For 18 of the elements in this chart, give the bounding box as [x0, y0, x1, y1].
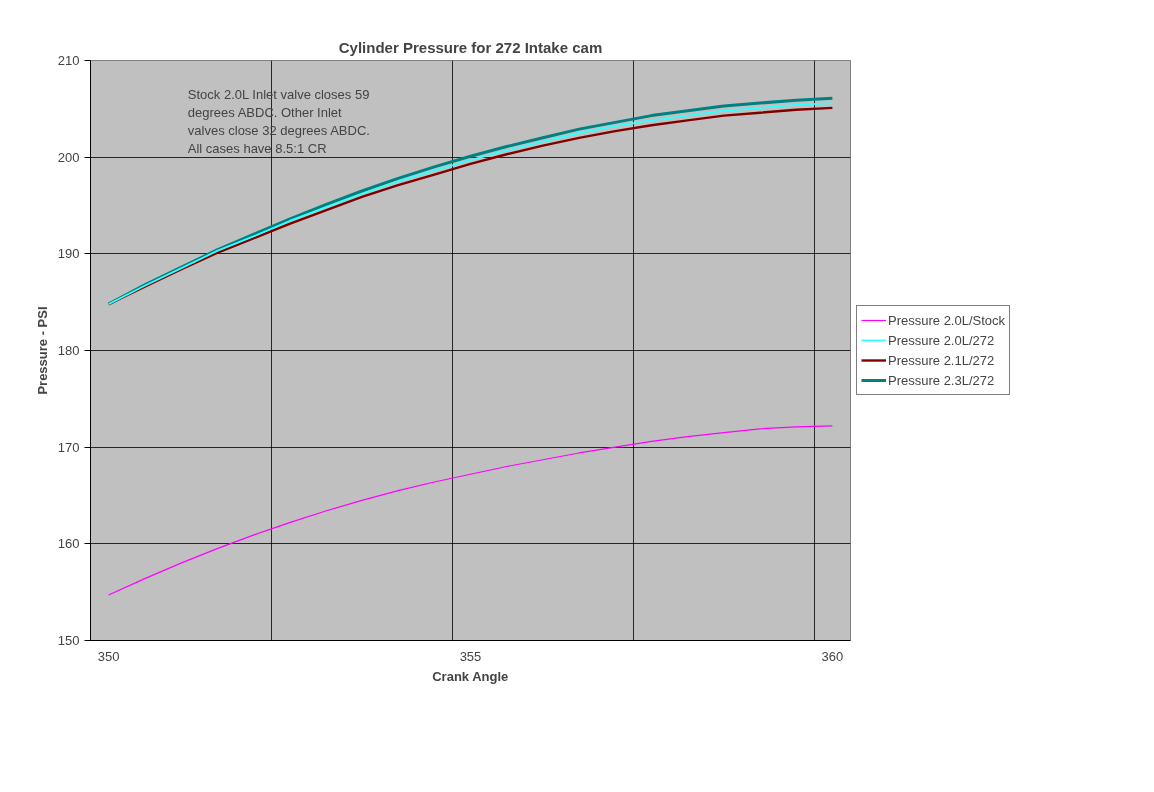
x-tick-label: 355 [459, 648, 482, 664]
x-axis-title: Crank Angle [432, 668, 509, 684]
y-tick-label: 180 [57, 343, 80, 358]
legend-label: Pressure 2.1L/272 [888, 352, 995, 368]
y-axis-title: Pressure - PSI [34, 306, 50, 395]
legend-label: Pressure 2.0L/Stock [888, 312, 1006, 328]
y-tick-label: 210 [57, 53, 80, 68]
legend-label: Pressure 2.3L/272 [888, 372, 995, 388]
y-tick-label: 200 [57, 149, 80, 165]
legend-label: Pressure 2.0L/272 [888, 332, 995, 348]
y-tick-label: 190 [57, 246, 80, 262]
y-tick-label: 160 [57, 536, 80, 552]
line-series [108, 425, 833, 596]
x-tick-label: 350 [97, 648, 120, 664]
y-tick-label: 170 [57, 439, 80, 455]
y-tick-label: 150 [57, 633, 80, 648]
x-tick-label: 360 [821, 648, 844, 664]
chart-title: Cylinder Pressure for 272 Intake cam [338, 38, 603, 56]
